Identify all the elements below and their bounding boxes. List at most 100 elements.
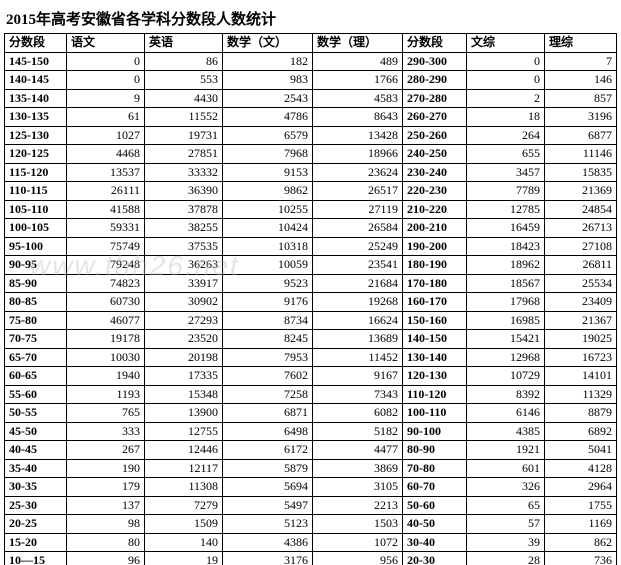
range-cell: 40-50 bbox=[403, 515, 467, 534]
value-cell: 4786 bbox=[223, 108, 313, 127]
range-cell: 90-100 bbox=[403, 422, 467, 441]
table-row: 15-20801404386107230-4039862 bbox=[5, 533, 617, 552]
value-cell: 10030 bbox=[67, 348, 145, 367]
value-cell: 1766 bbox=[313, 71, 403, 90]
value-cell: 11552 bbox=[145, 108, 223, 127]
score-table: 分数段 语文 英语 数学（文） 数学（理） 分数段 文综 理综 145-150 0… bbox=[4, 33, 617, 565]
table-row: 90-9579248362631005923541180-19018962268… bbox=[5, 256, 617, 275]
value-cell: 3176 bbox=[223, 552, 313, 565]
table-body: 145-150086182489290-30007140-14505539831… bbox=[5, 52, 617, 565]
range-cell: 105-110 bbox=[5, 200, 67, 219]
table-row: 95-10075749375351031825249190-2001842327… bbox=[5, 237, 617, 256]
table-row: 45-50333127556498518290-10043856892 bbox=[5, 422, 617, 441]
value-cell: 4385 bbox=[467, 422, 545, 441]
value-cell: 74823 bbox=[67, 274, 145, 293]
value-cell: 326 bbox=[467, 478, 545, 497]
value-cell: 2213 bbox=[313, 496, 403, 515]
range-cell: 130-140 bbox=[403, 348, 467, 367]
col-math-science: 数学（理） bbox=[313, 34, 403, 53]
value-cell: 553 bbox=[145, 71, 223, 90]
table-row: 115-1201353733332915323624230-2403457158… bbox=[5, 163, 617, 182]
value-cell: 857 bbox=[545, 89, 617, 108]
value-cell: 0 bbox=[467, 52, 545, 71]
value-cell: 10424 bbox=[223, 219, 313, 238]
value-cell: 26811 bbox=[545, 256, 617, 275]
table-row: 20-259815095123150340-50571169 bbox=[5, 515, 617, 534]
range-cell: 55-60 bbox=[5, 385, 67, 404]
table-row: 60-6519401733576029167120-1301072914101 bbox=[5, 367, 617, 386]
value-cell: 36390 bbox=[145, 182, 223, 201]
value-cell: 86 bbox=[145, 52, 223, 71]
value-cell: 14101 bbox=[545, 367, 617, 386]
value-cell: 4583 bbox=[313, 89, 403, 108]
table-row: 75-804607727293873416624150-160169852136… bbox=[5, 311, 617, 330]
value-cell: 9 bbox=[67, 89, 145, 108]
value-cell: 79248 bbox=[67, 256, 145, 275]
value-cell: 2964 bbox=[545, 478, 617, 497]
value-cell: 8392 bbox=[467, 385, 545, 404]
value-cell: 9167 bbox=[313, 367, 403, 386]
value-cell: 182 bbox=[223, 52, 313, 71]
value-cell: 4477 bbox=[313, 441, 403, 460]
range-cell: 145-150 bbox=[5, 52, 67, 71]
range-cell: 290-300 bbox=[403, 52, 467, 71]
table-header: 分数段 语文 英语 数学（文） 数学（理） 分数段 文综 理综 bbox=[5, 34, 617, 53]
range-cell: 270-280 bbox=[403, 89, 467, 108]
page-title: 2015年高考安徽省各学科分数段人数统计 bbox=[0, 0, 621, 33]
table-row: 80-856073030902917619268160-170179682340… bbox=[5, 293, 617, 312]
range-cell: 110-120 bbox=[403, 385, 467, 404]
col-english: 英语 bbox=[145, 34, 223, 53]
value-cell: 179 bbox=[67, 478, 145, 497]
value-cell: 10059 bbox=[223, 256, 313, 275]
range-cell: 130-135 bbox=[5, 108, 67, 127]
value-cell: 1027 bbox=[67, 126, 145, 145]
range-cell: 90-95 bbox=[5, 256, 67, 275]
value-cell: 736 bbox=[545, 552, 617, 565]
value-cell: 21367 bbox=[545, 311, 617, 330]
value-cell: 146 bbox=[545, 71, 617, 90]
value-cell: 96 bbox=[67, 552, 145, 565]
value-cell: 0 bbox=[467, 71, 545, 90]
value-cell: 27851 bbox=[145, 145, 223, 164]
value-cell: 18966 bbox=[313, 145, 403, 164]
range-cell: 30-40 bbox=[403, 533, 467, 552]
value-cell: 264 bbox=[467, 126, 545, 145]
value-cell: 6172 bbox=[223, 441, 313, 460]
value-cell: 1072 bbox=[313, 533, 403, 552]
value-cell: 2543 bbox=[223, 89, 313, 108]
value-cell: 16985 bbox=[467, 311, 545, 330]
value-cell: 6579 bbox=[223, 126, 313, 145]
table-row: 35-40190121175879386970-806014128 bbox=[5, 459, 617, 478]
value-cell: 6877 bbox=[545, 126, 617, 145]
value-cell: 5694 bbox=[223, 478, 313, 497]
value-cell: 61 bbox=[67, 108, 145, 127]
range-cell: 50-55 bbox=[5, 404, 67, 423]
value-cell: 26584 bbox=[313, 219, 403, 238]
range-cell: 100-110 bbox=[403, 404, 467, 423]
value-cell: 27119 bbox=[313, 200, 403, 219]
value-cell: 1940 bbox=[67, 367, 145, 386]
value-cell: 6892 bbox=[545, 422, 617, 441]
range-cell: 75-80 bbox=[5, 311, 67, 330]
score-table-page: 2015年高考安徽省各学科分数段人数统计 www.thh26.net 分数段 语… bbox=[0, 0, 621, 565]
value-cell: 765 bbox=[67, 404, 145, 423]
range-cell: 10—15 bbox=[5, 552, 67, 565]
value-cell: 65 bbox=[467, 496, 545, 515]
value-cell: 27108 bbox=[545, 237, 617, 256]
value-cell: 4468 bbox=[67, 145, 145, 164]
range-cell: 190-200 bbox=[403, 237, 467, 256]
value-cell: 333 bbox=[67, 422, 145, 441]
value-cell: 10255 bbox=[223, 200, 313, 219]
range-cell: 95-100 bbox=[5, 237, 67, 256]
value-cell: 1921 bbox=[467, 441, 545, 460]
value-cell: 8879 bbox=[545, 404, 617, 423]
range-cell: 280-290 bbox=[403, 71, 467, 90]
value-cell: 26111 bbox=[67, 182, 145, 201]
col-chinese: 语文 bbox=[67, 34, 145, 53]
value-cell: 7953 bbox=[223, 348, 313, 367]
table-row: 125-130102719731657913428250-2602646877 bbox=[5, 126, 617, 145]
value-cell: 140 bbox=[145, 533, 223, 552]
table-row: 130-135611155247868643260-270183196 bbox=[5, 108, 617, 127]
range-cell: 140-145 bbox=[5, 71, 67, 90]
value-cell: 10318 bbox=[223, 237, 313, 256]
